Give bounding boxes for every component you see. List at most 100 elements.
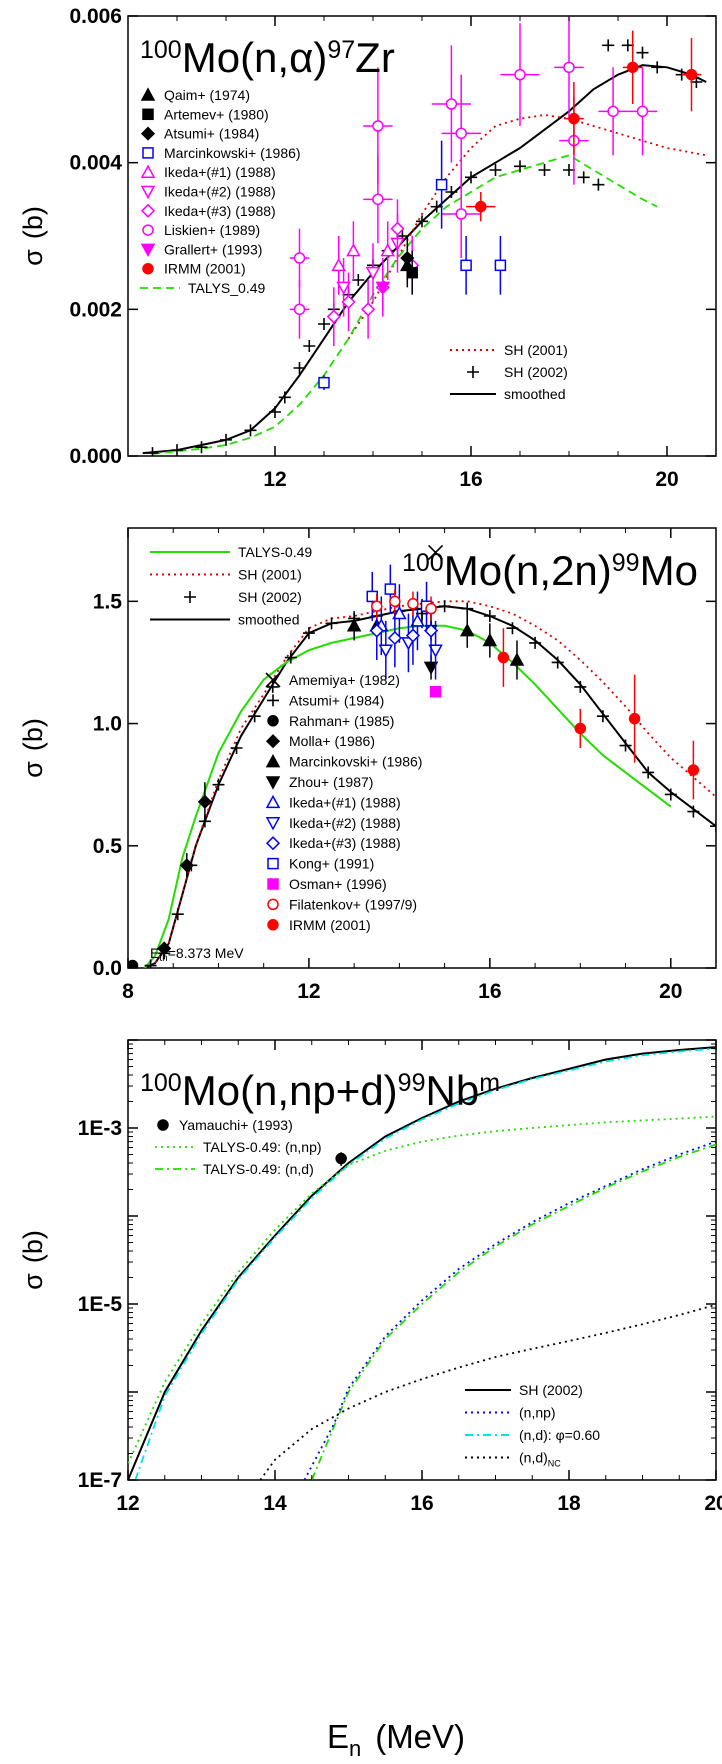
legend-label-text: Qaim+ (1974) (164, 87, 250, 103)
legend-label: SH (2002) (504, 364, 568, 380)
legend-marker (140, 164, 156, 178)
sh2002-plus-point (230, 742, 243, 754)
data-point (293, 303, 306, 316)
series-line (143, 624, 672, 968)
legend-label: Osman+ (1996) (289, 876, 387, 892)
plot-frame (127, 527, 717, 969)
sh2002-plus-point (574, 680, 587, 693)
legend-label: Ikeda+(#2) (1988) (164, 184, 276, 200)
data-point (568, 112, 580, 125)
legend-marker (267, 694, 279, 707)
legend-label-text: Ikeda+(#1) (1988) (164, 164, 276, 180)
sh2002-plus-point (483, 610, 496, 622)
legend-label-text: Molla+ (1986) (289, 733, 375, 749)
legend-label-text: SH (2001) (504, 342, 568, 358)
sh2002-plus-point (302, 627, 315, 640)
sh2002-plus-point (269, 406, 281, 418)
legend-label-text: Filatenkov+ (1997/9) (289, 896, 417, 912)
points-layer (335, 1152, 347, 1166)
data-point (435, 178, 448, 191)
legend-data: Yamauchi+ (1993) TALYS-0.49: (n,np) TALYS-… (155, 1117, 322, 1177)
legend-marker (157, 1119, 169, 1131)
y-tick-label: 1E-5 (78, 1293, 123, 1316)
data-point (428, 544, 444, 561)
legend-label: TALYS_0.49 (188, 280, 266, 296)
legend-label: Ikeda+(#3) (1988) (164, 203, 276, 219)
legend-label: SH (2001) (504, 342, 568, 358)
y-tick-label: 0.0 (93, 957, 122, 980)
data-point (410, 613, 425, 627)
data-point (128, 959, 139, 968)
legend-label: smoothed (504, 386, 565, 402)
legend-marker (142, 262, 154, 275)
series-line (347, 114, 707, 340)
legend-marker (265, 817, 281, 831)
legend-models: TALYS-0.49 SH (2001) SH (2002) smoothed (150, 544, 312, 628)
legend-label: Atsumi+ (1984) (289, 692, 384, 708)
legend-marker (184, 591, 196, 603)
data-point (514, 68, 526, 81)
data-point (497, 651, 510, 664)
legend-marker (140, 87, 156, 101)
legend-label-text: (n,np) (519, 1405, 556, 1421)
legend-marker (142, 108, 154, 121)
legend-label: Ikeda+(#1) (1988) (164, 164, 276, 180)
sh2002-plus-point (430, 200, 443, 213)
legend-label-text: Atsumi+ (1984) (289, 692, 384, 708)
data-point (331, 257, 346, 272)
sh2002-plus-point (563, 164, 575, 176)
data-point (482, 632, 498, 647)
sh2002-plus-point (687, 805, 700, 818)
data-point (460, 259, 472, 272)
ticks-layer: 12 16 20 0.000 0.002 0.004 0.006 (69, 5, 717, 491)
legend-marker (265, 836, 281, 851)
sh2002-plus-point (325, 617, 338, 630)
data-point (400, 257, 415, 272)
data-point (607, 105, 619, 118)
legend-marker (265, 776, 281, 790)
y-axis-label: σ(b) (18, 718, 48, 778)
legend-label-text: Marcinkowski+ (1986) (164, 145, 301, 161)
series-line (128, 1046, 716, 1480)
data-point (326, 309, 341, 324)
legend-label: SH (2002) (519, 1382, 583, 1398)
data-point (685, 68, 698, 81)
legend-label: Qaim+ (1974) (164, 87, 250, 103)
legend-label-text: IRMM (2001) (164, 261, 246, 277)
ticks-layer: 12 14 16 18 20 1E-7 1E-5 1E-3 (78, 1039, 722, 1515)
sh2002-plus-point (621, 39, 634, 52)
sh2002-plus-point (303, 340, 316, 352)
data-point (628, 712, 641, 725)
panel-n-np-d: 12 14 16 18 20 1E-7 1E-5 1E-3 100Mo(n,np+d)99Nb… (18, 1039, 722, 1761)
series-line (142, 64, 707, 455)
y-axis-label: σ(b) (18, 1230, 48, 1290)
series-line (152, 154, 658, 455)
data-point (361, 302, 376, 317)
sh2002-plus-point (642, 766, 655, 779)
sh2002-plus-point (710, 820, 716, 833)
legend-marker (142, 147, 154, 159)
sh2002-plus-point (220, 433, 232, 446)
points-layer (128, 544, 700, 968)
legend-marker (267, 919, 279, 931)
legend-label: TALYS-0.49: (n,np) (203, 1139, 322, 1155)
legend-models: SH (2001) SH (2002) smoothed (450, 342, 568, 402)
data-point (346, 618, 362, 632)
legend-marker (267, 715, 279, 727)
legend-label-text: Artemev+ (1980) (164, 106, 269, 122)
y-tick-label: 0.002 (69, 298, 122, 321)
data-point (428, 644, 443, 658)
data-point (372, 120, 384, 132)
data-point (179, 858, 194, 873)
data-point (687, 764, 700, 776)
y-tick-label: 0.004 (69, 152, 122, 175)
data-point (387, 630, 402, 646)
data-point (293, 252, 306, 264)
data-point (475, 200, 487, 213)
y-tick-label: 1.0 (93, 713, 122, 736)
data-point (563, 61, 575, 74)
legend-label-text: Ikeda+(#2) (1988) (289, 815, 401, 831)
legend-marker (267, 898, 279, 911)
data-point (455, 208, 467, 220)
legend-label: Ikeda+(#1) (1988) (289, 794, 401, 810)
